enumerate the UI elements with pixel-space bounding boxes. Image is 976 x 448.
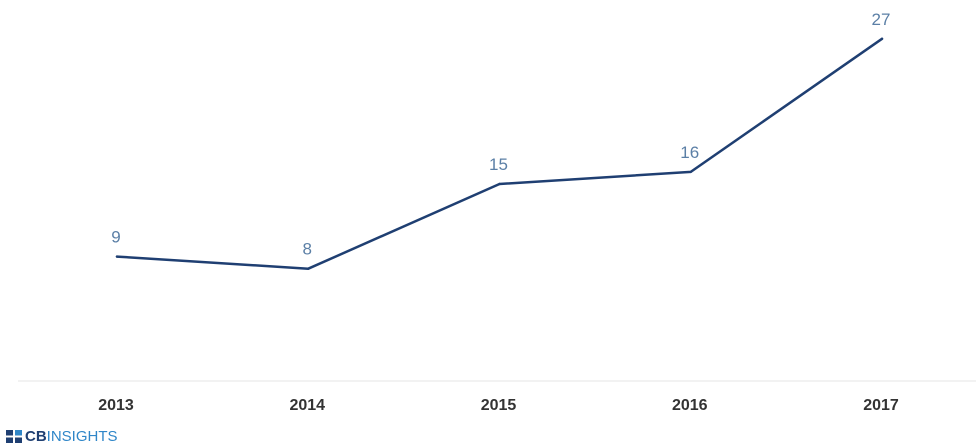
series-line bbox=[115, 37, 884, 270]
data-point-2013 bbox=[115, 255, 119, 258]
data-label-2016: 16 bbox=[680, 143, 699, 162]
x-tick-label-2015: 2015 bbox=[481, 397, 517, 414]
x-tick-label-2013: 2013 bbox=[98, 397, 134, 414]
data-label-2013: 9 bbox=[111, 228, 120, 247]
x-tick-labels: 2013 2014 2015 2016 2017 bbox=[98, 397, 899, 414]
x-tick-label-2014: 2014 bbox=[289, 397, 325, 414]
data-point-2014 bbox=[307, 267, 310, 270]
brand-name-bold: CB bbox=[25, 427, 47, 445]
data-label-2014: 8 bbox=[303, 240, 312, 259]
data-point-2015 bbox=[498, 182, 501, 186]
cb-insights-logo-icon bbox=[6, 429, 22, 443]
brand-name-light: INSIGHTS bbox=[46, 427, 118, 445]
data-label-2015: 15 bbox=[489, 155, 508, 174]
x-tick-label-2016: 2016 bbox=[672, 397, 708, 414]
data-point-2017 bbox=[880, 37, 884, 40]
cb-insights-logo: CB INSIGHTS bbox=[6, 427, 118, 445]
data-points bbox=[115, 37, 884, 270]
data-point-2016 bbox=[689, 170, 692, 174]
data-label-2017: 27 bbox=[872, 10, 891, 29]
x-tick-label-2017: 2017 bbox=[863, 397, 899, 414]
data-labels: 9 8 15 16 27 bbox=[111, 10, 890, 259]
